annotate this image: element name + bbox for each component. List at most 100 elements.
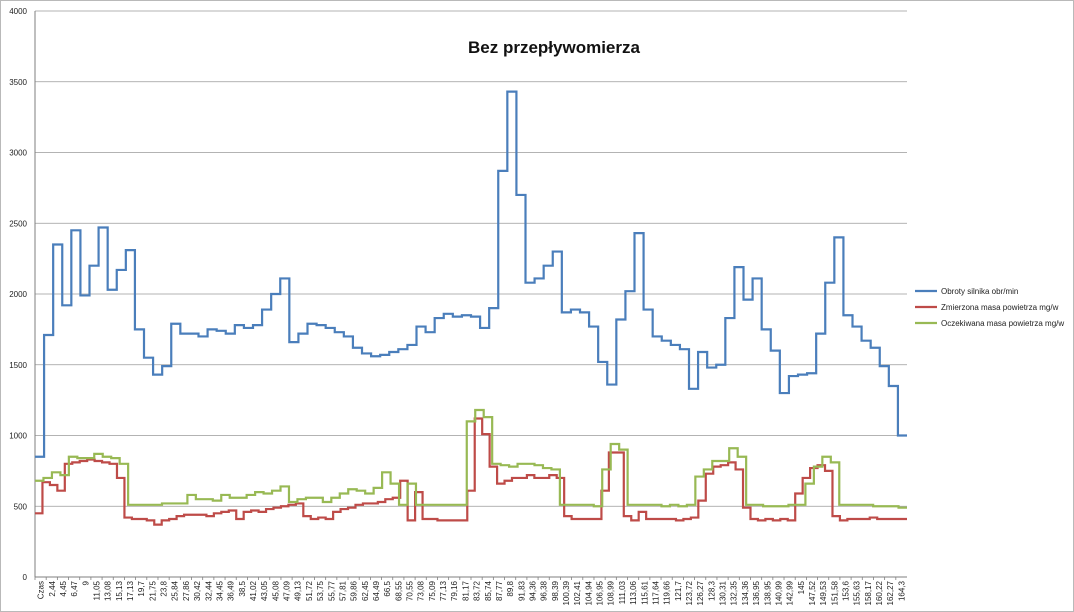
x-tick-label: 13,08 xyxy=(104,580,113,601)
x-tick-label: 62,45 xyxy=(361,580,370,601)
x-tick-label: 47,09 xyxy=(283,580,292,601)
x-tick-label: 140,99 xyxy=(774,580,783,605)
x-tick-label: 83,72 xyxy=(473,580,482,601)
legend-label-2: Zmierzona masa powietrza mg/w xyxy=(941,303,1059,312)
x-tick-label: 30,42 xyxy=(193,580,202,601)
y-tick-label: 500 xyxy=(14,502,28,511)
gridlines xyxy=(35,10,907,578)
series-line-1 xyxy=(35,90,907,458)
y-tick-label: 2000 xyxy=(9,290,27,299)
x-tick-label: 17,13 xyxy=(126,580,135,601)
x-tick-label: 11,05 xyxy=(92,580,101,600)
x-tick-label: 117,64 xyxy=(651,580,660,604)
x-tick-label: 32,44 xyxy=(204,580,213,601)
x-tick-label: 138,95 xyxy=(763,580,772,605)
x-tick-label: 27,86 xyxy=(182,580,191,601)
x-tick-label: 134,36 xyxy=(741,580,750,605)
legend-label-1: Obroty silnika obr/min xyxy=(941,287,1018,296)
series-line-3 xyxy=(35,408,907,509)
x-tick-label: 94,36 xyxy=(528,580,537,601)
x-tick-label: 126,27 xyxy=(696,580,705,605)
x-tick-label: 75,09 xyxy=(428,580,437,601)
x-tick-label: 15,13 xyxy=(115,580,124,601)
x-tick-label: 64,49 xyxy=(372,580,381,601)
x-tick-label: 155,63 xyxy=(853,580,862,605)
series-lines xyxy=(35,90,907,526)
x-tick-label: 147,52 xyxy=(808,580,817,605)
axes: 0 500 1000 1500 2000 2500 3000 3500 4000 Czas 2,44… xyxy=(9,7,907,605)
x-tick-label: 53,75 xyxy=(316,580,325,601)
x-tick-label: 68,55 xyxy=(394,580,403,601)
x-tick-label: 77,13 xyxy=(439,580,448,601)
y-tick-label: 4000 xyxy=(9,7,27,16)
x-tick-label: 89,8 xyxy=(506,580,515,596)
x-tick-label: 123,72 xyxy=(685,580,694,605)
x-tick-label: 79,16 xyxy=(450,580,459,601)
x-tick-label: 4,45 xyxy=(59,580,68,596)
x-tick-label: 142,99 xyxy=(786,580,795,605)
y-tick-label: 1500 xyxy=(9,361,27,370)
x-tick-label: 81,17 xyxy=(461,580,470,601)
x-tick-label: 102,41 xyxy=(573,580,582,605)
x-tick-label: 43,05 xyxy=(260,580,269,601)
x-tick-label: 91,83 xyxy=(517,580,526,601)
x-tick-label: 145 xyxy=(797,580,806,594)
x-tick-label: 132,35 xyxy=(730,580,739,605)
x-tick-label: 106,95 xyxy=(596,580,605,605)
x-tick-label: 85,74 xyxy=(484,580,493,601)
x-tick-label: 38,5 xyxy=(238,580,247,596)
x-tick-label: 45,08 xyxy=(271,580,280,601)
x-tick-label: 162,27 xyxy=(886,580,895,605)
x-tick-label: 2,44 xyxy=(48,580,57,596)
x-tick-label: 51,72 xyxy=(305,580,314,601)
x-tick-label: 128,3 xyxy=(707,580,716,601)
y-tick-label: 1000 xyxy=(9,432,27,441)
x-tick-label: 119,66 xyxy=(663,580,672,604)
x-tick-label: 136,95 xyxy=(752,580,761,605)
x-tick-label: 111,03 xyxy=(618,580,627,604)
x-tick-label: 34,45 xyxy=(215,580,224,601)
y-tick-label: 3500 xyxy=(9,78,27,87)
x-tick-label: 113,06 xyxy=(629,580,638,604)
x-tick-label: 59,86 xyxy=(350,580,359,601)
x-tick-label: 73,08 xyxy=(417,580,426,601)
x-tick-label: 100,39 xyxy=(562,580,571,605)
x-tick-label: 70,55 xyxy=(406,580,415,601)
x-tick-label: 151,58 xyxy=(830,580,839,605)
x-tick-label: 23,8 xyxy=(160,580,169,596)
x-tick-label: 87,77 xyxy=(495,580,504,601)
chart-title: Bez przepływomierza xyxy=(468,38,640,57)
x-tick-label: 57,81 xyxy=(338,580,347,601)
y-tick-label: 2500 xyxy=(9,219,27,228)
x-tick-label: 108,99 xyxy=(607,580,616,605)
x-tick-label: 104,94 xyxy=(584,580,593,605)
x-tick-label: 130,31 xyxy=(719,580,728,605)
legend-label-3: Oczekiwana masa powietrza mg/w xyxy=(941,319,1064,328)
x-tick-label: 36,49 xyxy=(227,580,236,601)
x-tick-label: 115,61 xyxy=(640,580,649,604)
x-tick-label: 121,7 xyxy=(674,580,683,601)
legend: Obroty silnika obr/min Zmierzona masa pow… xyxy=(915,287,1064,328)
x-tick-label: 21,75 xyxy=(148,580,157,601)
x-tick-label: Czas xyxy=(37,581,46,599)
x-tick-label: 55,77 xyxy=(327,580,336,601)
x-tick-label: 6,47 xyxy=(70,580,79,596)
x-tick-label: 66,5 xyxy=(383,580,392,596)
x-tick-label: 25,84 xyxy=(171,580,180,601)
x-tick-label: 96,38 xyxy=(540,580,549,601)
x-tick-label: 98,39 xyxy=(551,580,560,601)
x-tick-label: 19,7 xyxy=(137,580,146,596)
x-tick-label: 164,3 xyxy=(897,580,906,601)
series-line-2 xyxy=(35,417,907,526)
x-tick-label: 41,02 xyxy=(249,580,258,601)
x-tick-label: 153,6 xyxy=(842,580,851,601)
y-tick-label: 3000 xyxy=(9,149,27,158)
x-tick-label: 158,17 xyxy=(864,580,873,605)
x-tick-label: 49,13 xyxy=(294,580,303,601)
x-tick-label: 160,22 xyxy=(875,580,884,605)
x-tick-label: 9 xyxy=(81,580,90,585)
x-tick-label: 149,53 xyxy=(819,580,828,605)
y-tick-label: 0 xyxy=(23,573,28,582)
